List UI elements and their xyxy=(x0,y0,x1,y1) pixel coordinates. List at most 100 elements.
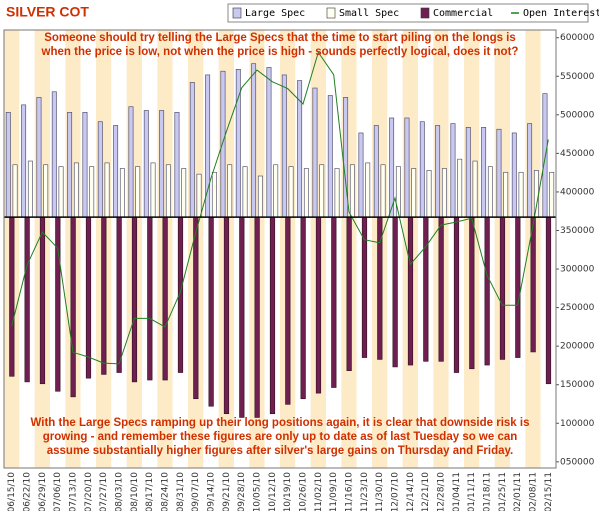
y2-tick-label: 600000 xyxy=(560,33,595,43)
bar xyxy=(39,216,46,385)
x-tick-label: 11/02/10 xyxy=(314,472,324,511)
x-tick-label: 07/13/10 xyxy=(69,472,79,511)
x-tick-label: 07/20/10 xyxy=(84,472,94,511)
bar xyxy=(131,216,138,383)
plot-frame xyxy=(3,29,557,469)
bar xyxy=(251,63,257,218)
x-tick-label: 11/23/10 xyxy=(360,472,370,511)
bar xyxy=(288,166,294,218)
x-tick-label: 09/14/10 xyxy=(207,472,217,511)
bar xyxy=(21,104,27,218)
bar xyxy=(334,168,340,218)
y2-tick-label: 350000 xyxy=(560,226,595,236)
bar xyxy=(457,158,463,218)
bar xyxy=(423,216,429,362)
bar xyxy=(5,112,11,218)
y2-tick-label: 450000 xyxy=(560,149,595,159)
bar xyxy=(438,216,444,362)
bar xyxy=(193,216,199,400)
x-tick-label: 08/03/10 xyxy=(115,472,125,511)
y2-tick-label: 050000 xyxy=(560,457,595,467)
bar xyxy=(300,216,306,400)
bar xyxy=(12,164,18,218)
bar xyxy=(365,162,371,218)
bar xyxy=(266,67,272,218)
legend-label: Commercial xyxy=(433,8,493,19)
bar xyxy=(407,216,414,366)
bar xyxy=(319,164,325,218)
bar xyxy=(404,117,410,218)
legend-items: Large Spec Small Spec Commercial Open Inter… xyxy=(232,7,599,19)
bar xyxy=(9,216,15,377)
bar xyxy=(395,166,401,218)
bar xyxy=(472,160,478,218)
x-tick-label: 02/08/11 xyxy=(529,472,539,511)
bar xyxy=(453,216,460,373)
bar xyxy=(269,216,276,415)
bar xyxy=(331,216,337,388)
bar xyxy=(435,125,441,218)
open-interest-line xyxy=(11,51,549,365)
x-tick-label: 02/15/11 xyxy=(544,472,554,511)
x-tick-label: 10/05/10 xyxy=(253,472,263,511)
bar xyxy=(257,175,263,218)
annotation: Someone should try telling the Large Spe… xyxy=(44,32,516,44)
bar xyxy=(511,132,517,218)
legend-label: Open Interest xyxy=(523,8,599,19)
bar xyxy=(487,166,493,218)
bar xyxy=(89,166,95,218)
bar xyxy=(85,216,92,379)
y2-tick-label: 300000 xyxy=(560,265,595,275)
x-tick-label: 08/24/10 xyxy=(161,472,171,511)
bar xyxy=(128,106,134,218)
bar xyxy=(450,123,456,218)
x-tick-label: 11/16/10 xyxy=(345,472,355,511)
x-tick-label: 09/28/10 xyxy=(237,472,247,511)
x-tick-label: 12/14/10 xyxy=(406,472,416,511)
x-tick-label: 12/21/10 xyxy=(421,472,431,511)
legend xyxy=(227,3,589,23)
y2-tick-label: 400000 xyxy=(560,187,595,197)
bar xyxy=(469,216,475,370)
legend-swatch xyxy=(232,7,242,19)
x-tick-label: 01/25/11 xyxy=(498,472,508,511)
bar xyxy=(349,164,355,218)
bar xyxy=(426,170,432,218)
bar xyxy=(527,123,533,218)
bar xyxy=(174,112,180,218)
bar xyxy=(116,216,122,373)
bar xyxy=(227,164,233,218)
x-tick-label: 10/12/10 xyxy=(268,472,278,511)
bar xyxy=(27,160,33,218)
bar xyxy=(530,216,536,353)
bar xyxy=(143,110,149,218)
bar xyxy=(441,168,447,218)
bar xyxy=(36,97,42,218)
bar xyxy=(380,164,386,218)
y2-tick-label: 500000 xyxy=(560,110,595,120)
bar xyxy=(361,216,368,358)
bar xyxy=(327,95,333,218)
y2-tick-label: 100000 xyxy=(560,419,595,429)
legend-label: Large Spec xyxy=(245,8,305,19)
bar xyxy=(43,164,49,218)
bar xyxy=(165,164,171,218)
bar xyxy=(503,171,509,218)
x-tick-label: 12/07/10 xyxy=(391,472,401,511)
x-tick-label: 06/22/10 xyxy=(23,472,33,511)
y2-tick-label: 250000 xyxy=(560,303,595,313)
bar xyxy=(281,74,287,218)
x-tick-label: 08/17/10 xyxy=(145,472,155,511)
bar xyxy=(518,171,524,218)
bar xyxy=(189,82,195,218)
bar xyxy=(499,216,506,360)
x-tick-label: 08/31/10 xyxy=(176,472,186,511)
x-tick-label: 12/28/10 xyxy=(437,472,447,511)
bar xyxy=(285,216,291,405)
x-tick-label: 07/27/10 xyxy=(99,472,109,511)
bar xyxy=(346,216,352,371)
bar xyxy=(113,125,119,218)
bar xyxy=(242,166,248,218)
x-tick-label: 07/06/10 xyxy=(53,472,63,511)
bar xyxy=(181,168,187,218)
